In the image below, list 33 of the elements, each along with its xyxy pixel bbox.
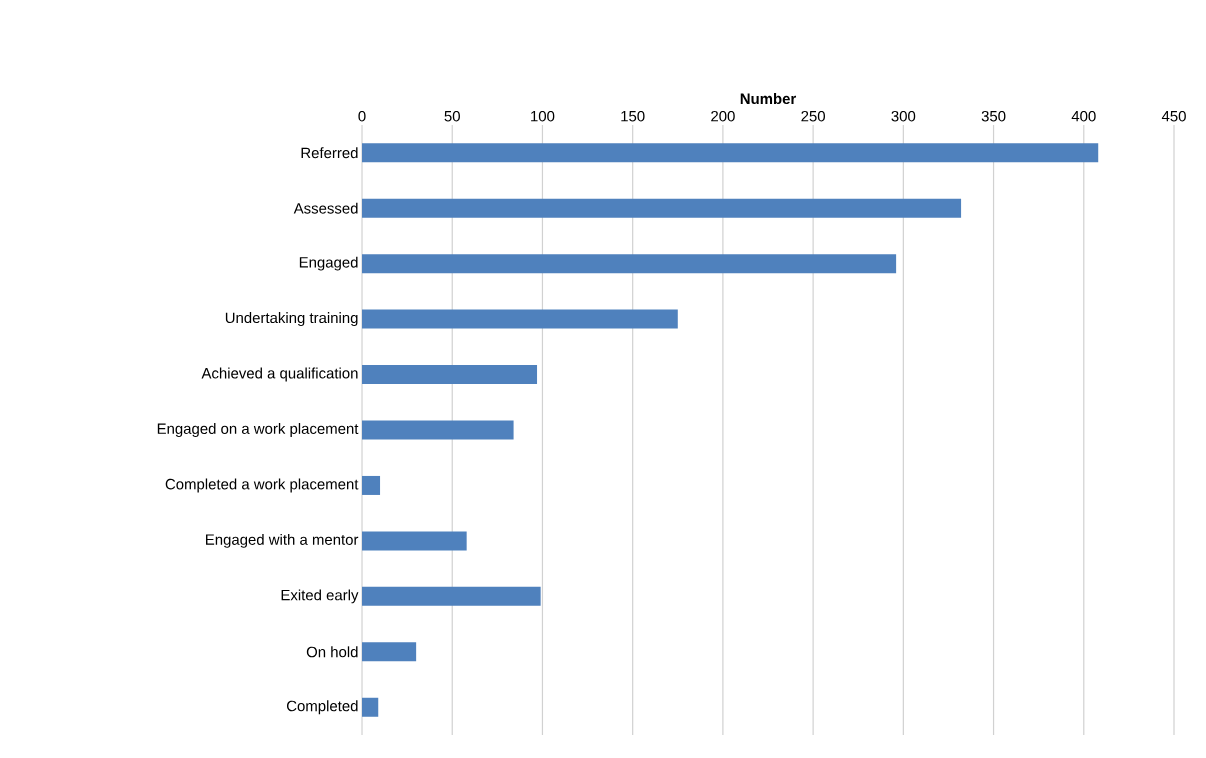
y-tick-label: Exited early — [281, 589, 359, 604]
bar — [362, 586, 541, 606]
bar — [362, 143, 1099, 163]
x-tick-label: 200 — [711, 110, 735, 122]
x-tick-label: 50 — [444, 110, 460, 122]
bar — [362, 309, 678, 329]
x-tick-label: 400 — [1071, 110, 1096, 122]
bar — [362, 254, 897, 274]
y-tick-label: Engaged on a work placement — [157, 423, 359, 437]
bar — [362, 475, 381, 495]
y-tick-label: Engaged — [299, 256, 358, 271]
bar — [362, 531, 467, 551]
x-tick-label: 450 — [1161, 110, 1186, 122]
y-tick-label: Completed a work placement — [165, 478, 359, 493]
y-tick-label: Undertaking training — [225, 312, 358, 327]
x-tick-label: 0 — [358, 110, 366, 122]
bar — [362, 198, 962, 218]
y-tick-label: Engaged with a mentor — [206, 533, 359, 548]
x-tick-label: 150 — [621, 110, 645, 122]
x-tick-label: 350 — [981, 110, 1006, 122]
y-tick-label: Referred — [301, 147, 358, 159]
bar — [362, 365, 538, 385]
x-tick-label: 100 — [531, 110, 555, 122]
y-tick-label: Completed — [286, 700, 358, 715]
x-tick-label: 250 — [801, 110, 825, 122]
y-tick-label: Achieved a qualification — [201, 367, 358, 382]
bar — [362, 697, 379, 717]
bar — [362, 642, 417, 662]
y-tick-label: On hold — [306, 646, 358, 658]
x-tick-label: 300 — [891, 110, 916, 122]
y-tick-label: Assessed — [293, 202, 358, 214]
x-axis-title: Number — [740, 93, 797, 105]
bar — [362, 420, 514, 440]
